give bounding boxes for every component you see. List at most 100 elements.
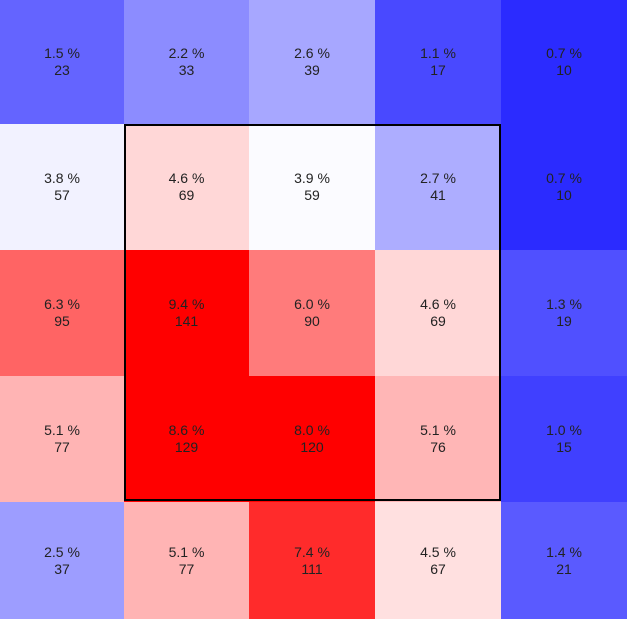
cell-percent-label: 1.4 % — [546, 543, 582, 560]
cell-label: 1.5 % 23 — [0, 45, 124, 79]
cell-percent-label: 7.4 % — [294, 543, 330, 560]
cell-percent-label: 1.5 % — [44, 45, 80, 61]
cell-count-label: 120 — [300, 439, 324, 455]
cell-label: 7.4 % 111 — [249, 544, 375, 578]
cell-label: 5.1 % 76 — [375, 422, 501, 456]
cell-percent-label: 2.5 % — [44, 543, 80, 560]
cell-percent-label: 2.6 % — [294, 45, 330, 61]
cell-percent-label: 1.0 % — [546, 422, 582, 438]
cell-count-label: 33 — [178, 62, 195, 78]
cell-percent-label: 3.9 % — [294, 170, 330, 186]
cell-count-label: 77 — [54, 439, 70, 455]
heatmap-cell: 8.6 % 129 — [124, 376, 249, 502]
cell-count-label: 37 — [54, 560, 70, 577]
cell-count-label: 67 — [430, 560, 446, 577]
cell-percent-label: 1.1 % — [420, 45, 456, 61]
cell-percent-label: 4.6 % — [168, 170, 205, 186]
cell-label: 6.3 % 95 — [0, 296, 124, 330]
cell-percent-label: 2.7 % — [420, 170, 456, 186]
heatmap-cell: 1.5 % 23 — [0, 0, 124, 124]
cell-percent-label: 1.3 % — [546, 296, 582, 312]
cell-count-label: 57 — [54, 187, 70, 203]
cell-count-label: 23 — [54, 62, 70, 78]
cell-label: 1.4 % 21 — [501, 544, 627, 578]
heatmap-cell: 5.1 % 77 — [124, 502, 249, 619]
cell-count-label: 95 — [54, 313, 70, 329]
heatmap-cell: 6.3 % 95 — [0, 250, 124, 376]
cell-label: 4.6 % 69 — [375, 296, 501, 330]
heatmap-cell: 2.7 % 41 — [375, 124, 501, 250]
cell-count-label: 69 — [430, 313, 446, 329]
cell-count-label: 76 — [430, 439, 446, 455]
cell-count-label: 90 — [304, 313, 320, 329]
heatmap-cell: 4.6 % 69 — [375, 250, 501, 376]
cell-percent-label: 9.4 % — [168, 296, 205, 312]
heatmap-cell: 9.4 % 141 — [124, 250, 249, 376]
cell-count-label: 77 — [178, 560, 195, 577]
cell-percent-label: 4.5 % — [420, 543, 456, 560]
cell-count-label: 10 — [556, 187, 572, 203]
cell-count-label: 41 — [430, 187, 446, 203]
cell-percent-label: 0.7 % — [546, 45, 582, 61]
cell-count-label: 19 — [556, 313, 572, 329]
cell-count-label: 129 — [174, 439, 199, 455]
heatmap-cell: 5.1 % 77 — [0, 376, 124, 502]
cell-label: 9.4 % 141 — [124, 296, 249, 330]
heatmap-cell: 1.3 % 19 — [501, 250, 627, 376]
cell-label: 8.0 % 120 — [249, 422, 375, 456]
cell-label: 2.6 % 39 — [249, 45, 375, 79]
heatmap-cell: 3.9 % 59 — [249, 124, 375, 250]
cell-percent-label: 5.1 % — [44, 422, 80, 438]
heatmap-cell: 0.7 % 10 — [501, 0, 627, 124]
cell-label: 4.5 % 67 — [375, 544, 501, 578]
cell-label: 1.0 % 15 — [501, 422, 627, 456]
cell-label: 0.7 % 10 — [501, 45, 627, 79]
cell-count-label: 10 — [556, 62, 572, 78]
heatmap-cell: 2.2 % 33 — [124, 0, 249, 124]
cell-label: 2.2 % 33 — [124, 45, 249, 79]
heatmap-cell: 1.1 % 17 — [375, 0, 501, 124]
heatmap-cell: 2.6 % 39 — [249, 0, 375, 124]
heatmap-cell: 5.1 % 76 — [375, 376, 501, 502]
cell-count-label: 21 — [556, 560, 572, 577]
heatmap-cell: 4.5 % 67 — [375, 502, 501, 619]
heatmap-cell: 6.0 % 90 — [249, 250, 375, 376]
cell-count-label: 17 — [430, 62, 446, 78]
cell-label: 3.8 % 57 — [0, 170, 124, 204]
cell-label: 1.1 % 17 — [375, 45, 501, 79]
cell-count-label: 69 — [178, 187, 195, 203]
heatmap-cell: 1.0 % 15 — [501, 376, 627, 502]
cell-percent-label: 8.6 % — [168, 422, 205, 438]
cell-count-label: 15 — [556, 439, 572, 455]
cell-count-label: 141 — [174, 313, 199, 329]
cell-label: 2.7 % 41 — [375, 170, 501, 204]
cell-percent-label: 0.7 % — [546, 170, 582, 186]
heatmap-cell: 4.6 % 69 — [124, 124, 249, 250]
heatmap-cell: 2.5 % 37 — [0, 502, 124, 619]
heatmap-cell: 7.4 % 111 — [249, 502, 375, 619]
cell-label: 0.7 % 10 — [501, 170, 627, 204]
heatmap-cell: 1.4 % 21 — [501, 502, 627, 619]
cell-percent-label: 4.6 % — [420, 296, 456, 312]
cell-label: 8.6 % 129 — [124, 422, 249, 456]
heatmap-cell: 3.8 % 57 — [0, 124, 124, 250]
cell-percent-label: 8.0 % — [294, 422, 330, 438]
heatmap-cell: 0.7 % 10 — [501, 124, 627, 250]
cell-label: 3.9 % 59 — [249, 170, 375, 204]
cell-percent-label: 6.3 % — [44, 296, 80, 312]
cell-percent-label: 5.1 % — [168, 543, 205, 560]
heatmap-cell: 8.0 % 120 — [249, 376, 375, 502]
cell-percent-label: 3.8 % — [44, 170, 80, 186]
cell-label: 1.3 % 19 — [501, 296, 627, 330]
cell-count-label: 39 — [304, 62, 320, 78]
cell-percent-label: 2.2 % — [168, 45, 205, 61]
cell-count-label: 111 — [301, 560, 323, 577]
cell-label: 2.5 % 37 — [0, 544, 124, 578]
cell-percent-label: 5.1 % — [420, 422, 456, 438]
cell-label: 6.0 % 90 — [249, 296, 375, 330]
cell-label: 5.1 % 77 — [0, 422, 124, 456]
cell-percent-label: 6.0 % — [294, 296, 330, 312]
cell-label: 4.6 % 69 — [124, 170, 249, 204]
cell-count-label: 59 — [304, 187, 320, 203]
